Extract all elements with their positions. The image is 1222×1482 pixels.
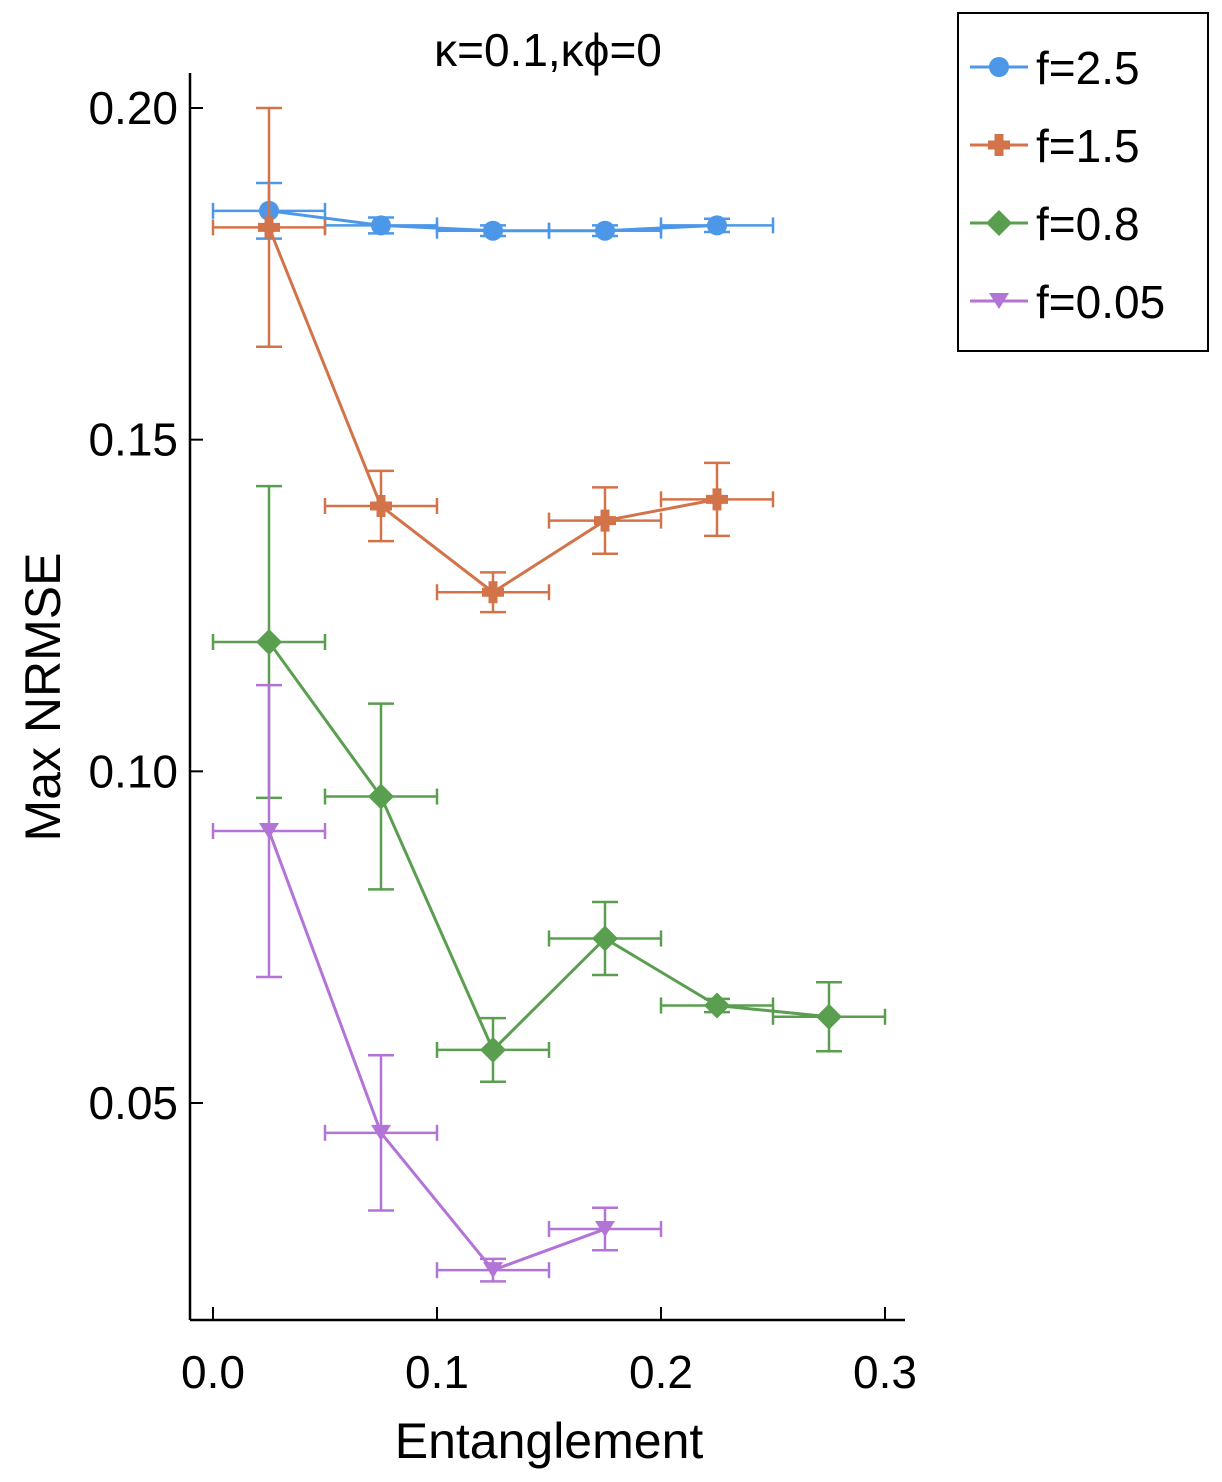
diamond-marker <box>256 628 282 655</box>
y-tick-label: 0.10 <box>88 745 178 797</box>
legend-entry: f=0.05 <box>970 276 1165 328</box>
y-tick-label: 0.20 <box>88 82 178 134</box>
cross-marker <box>258 216 280 239</box>
diamond-marker <box>986 210 1012 236</box>
diamond-marker <box>816 1003 842 1030</box>
x-tick-label: 0.2 <box>629 1346 693 1398</box>
x-tick-label: 0.1 <box>405 1346 469 1398</box>
y-tick-label: 0.05 <box>88 1077 178 1129</box>
cross-marker <box>594 509 616 532</box>
cross-marker <box>482 581 504 604</box>
series-line <box>267 641 830 1053</box>
cross-marker <box>988 134 1010 156</box>
triangle-marker <box>371 1124 391 1141</box>
legend-entry: f=1.5 <box>970 120 1140 172</box>
x-ticks: 0.0 0.1 0.2 0.3 <box>181 1307 917 1398</box>
y-ticks: 0.05 0.10 0.15 0.20 <box>88 82 203 1129</box>
x-tick-label: 0.3 <box>853 1346 917 1398</box>
legend-entry: f=0.8 <box>970 198 1140 250</box>
circle-marker <box>989 57 1009 77</box>
chart-title: κ=0.1,κϕ=0 <box>434 24 662 76</box>
series-f=1.5 <box>211 106 775 614</box>
series-f=0.05 <box>211 683 663 1283</box>
circle-marker <box>595 220 615 241</box>
y-axis-title: Max NRMSE <box>15 553 71 842</box>
circle-marker <box>483 220 503 241</box>
series-f=2.5 <box>211 181 775 241</box>
plot-axes <box>188 73 905 1322</box>
legend-label: f=2.5 <box>1036 42 1140 94</box>
legend-label: f=0.8 <box>1036 198 1140 250</box>
diamond-marker <box>480 1036 506 1063</box>
circle-marker <box>371 215 391 236</box>
cross-marker <box>706 488 728 511</box>
series-line <box>267 226 718 595</box>
y-tick-label: 0.15 <box>88 414 178 466</box>
legend: f=2.5 f=1.5 f=0.8 f=0.05 <box>957 12 1209 352</box>
x-axis-title: Entanglement <box>395 1413 704 1469</box>
series-line <box>267 830 606 1272</box>
triangle-marker <box>259 823 279 840</box>
diamond-marker <box>368 783 394 810</box>
circle-marker <box>707 215 727 236</box>
triangle-marker <box>483 1262 503 1279</box>
diamond-marker <box>704 992 730 1019</box>
x-tick-label: 0.0 <box>181 1346 245 1398</box>
legend-label: f=0.05 <box>1036 276 1165 328</box>
legend-entry: f=2.5 <box>970 42 1140 94</box>
cross-marker <box>370 495 392 517</box>
triangle-marker <box>989 293 1009 309</box>
triangle-marker <box>595 1221 615 1238</box>
diamond-marker <box>592 925 618 952</box>
series-layer <box>211 106 887 1283</box>
series-f=0.8 <box>211 484 887 1084</box>
legend-label: f=1.5 <box>1036 120 1140 172</box>
